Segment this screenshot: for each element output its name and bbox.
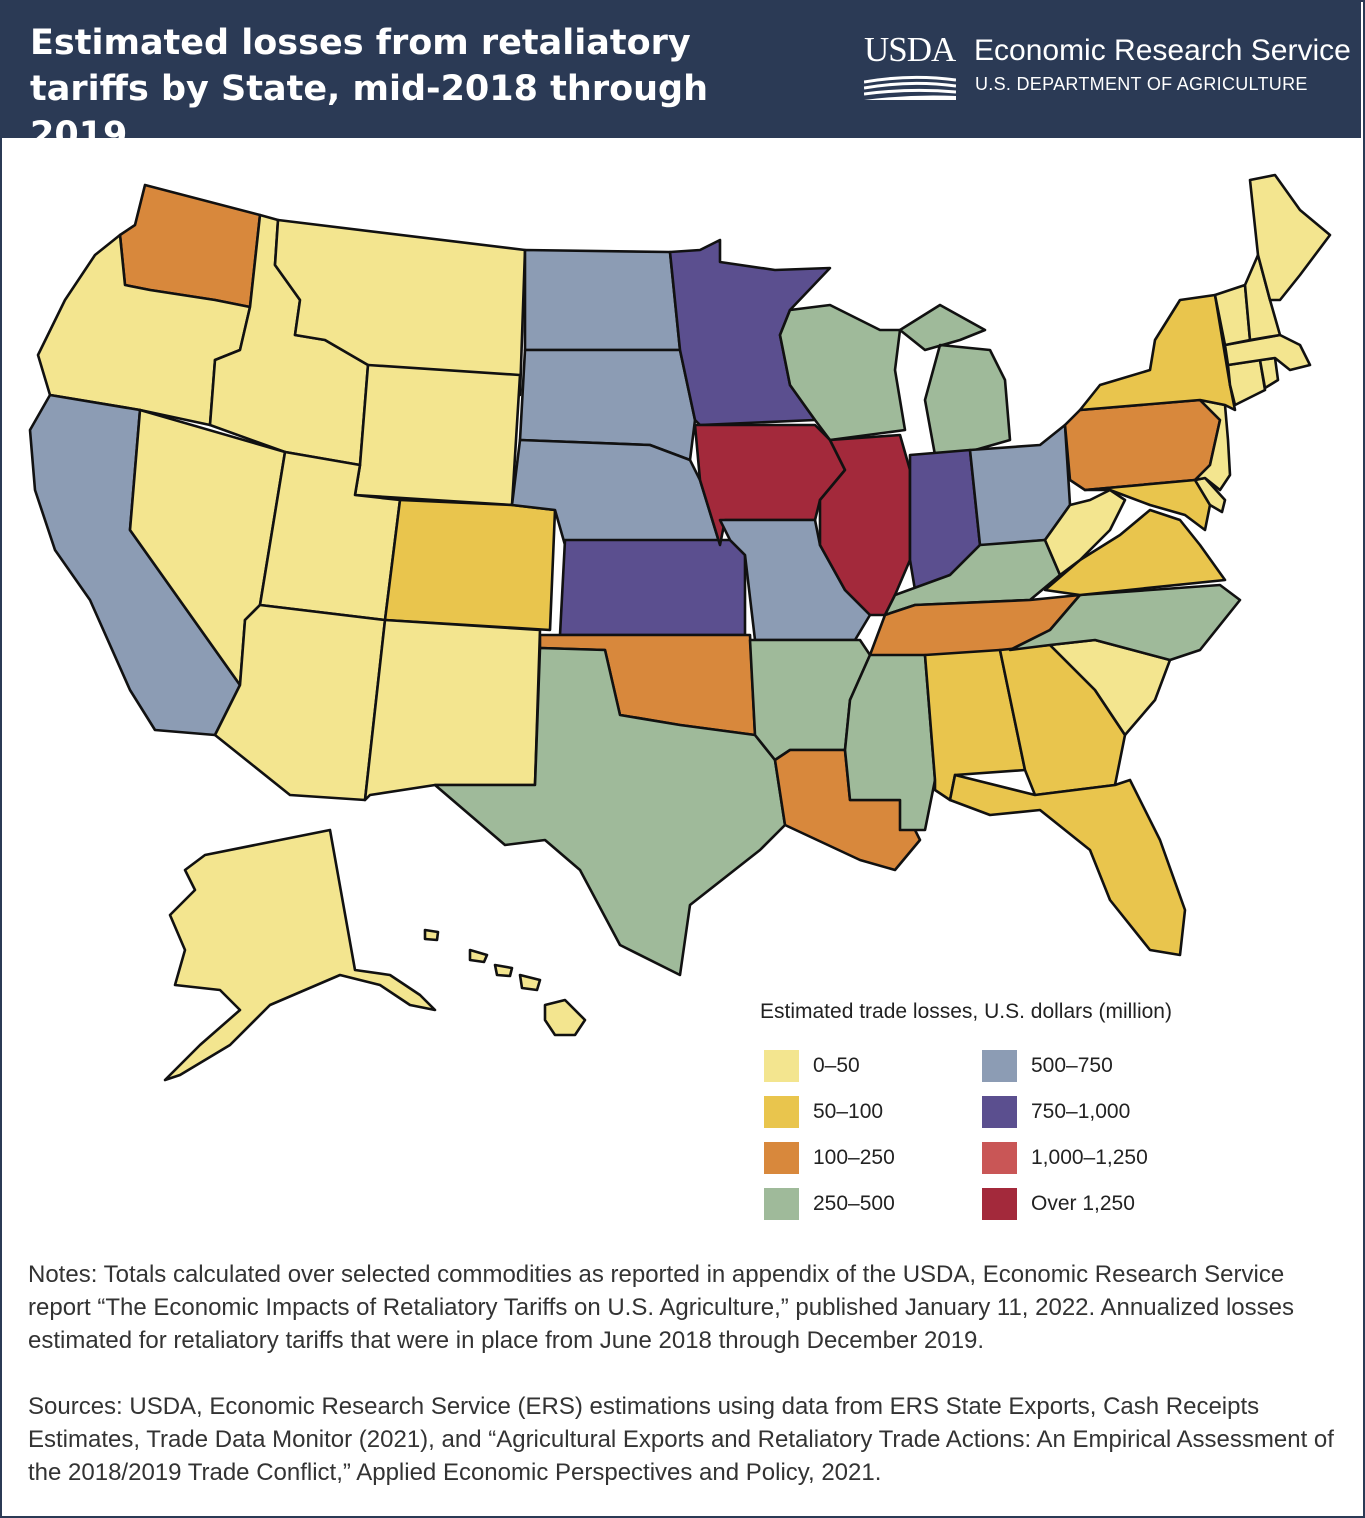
state-ks bbox=[558, 538, 747, 637]
legend-swatch bbox=[982, 1096, 1017, 1128]
agency-name: Economic Research Service bbox=[974, 34, 1351, 67]
legend-item-250-500: 250–500 bbox=[764, 1188, 895, 1220]
state-il bbox=[818, 433, 912, 617]
legend-title: Estimated trade losses, U.S. dollars (mi… bbox=[760, 1000, 1172, 1023]
legend-label: 50–100 bbox=[813, 1100, 884, 1123]
state-tx bbox=[433, 646, 787, 977]
state-va bbox=[1043, 508, 1227, 597]
legend-item-500-750: 500–750 bbox=[982, 1050, 1113, 1082]
state-ak bbox=[163, 828, 437, 1082]
state-nh bbox=[1243, 253, 1282, 342]
state-nm bbox=[363, 618, 542, 802]
legend-item-750-1000: 750–1,000 bbox=[982, 1096, 1130, 1128]
state-ny bbox=[1078, 293, 1237, 412]
state-hi bbox=[423, 928, 587, 1037]
legend-swatch bbox=[982, 1188, 1017, 1220]
legend-swatch bbox=[764, 1142, 799, 1174]
legend-swatch bbox=[764, 1096, 799, 1128]
legend-swatch bbox=[982, 1050, 1017, 1082]
state-mo bbox=[718, 518, 872, 642]
usda-wordmark: USDA bbox=[864, 30, 956, 69]
state-nj bbox=[1193, 398, 1232, 492]
legend-label: 100–250 bbox=[813, 1146, 895, 1169]
state-me bbox=[1248, 173, 1332, 302]
legend-label: 1,000–1,250 bbox=[1031, 1146, 1148, 1169]
legend-label: 250–500 bbox=[813, 1192, 895, 1215]
chart-title: Estimated losses from retaliatory tariff… bbox=[30, 23, 709, 155]
state-ma bbox=[1223, 333, 1312, 372]
state-ms bbox=[843, 653, 937, 832]
notes-text: Notes: Totals calculated over selected c… bbox=[28, 1261, 1294, 1354]
legend-swatch bbox=[764, 1188, 799, 1220]
legend-item-50-100: 50–100 bbox=[764, 1096, 883, 1128]
state-wv bbox=[1043, 488, 1127, 577]
state-mi bbox=[898, 303, 1012, 457]
department-name: U.S. DEPARTMENT OF AGRICULTURE bbox=[975, 74, 1308, 94]
header-bar: Estimated losses from retaliatory tariff… bbox=[0, 0, 1361, 155]
legend-swatch bbox=[764, 1050, 799, 1082]
legend-item-0-50: 0–50 bbox=[764, 1050, 860, 1082]
state-wi bbox=[778, 303, 907, 442]
state-mt bbox=[273, 218, 527, 397]
usda-logo-icon bbox=[864, 75, 956, 100]
sources-text: Sources: USDA, Economic Research Service… bbox=[28, 1393, 1334, 1486]
legend-label: 500–750 bbox=[1031, 1054, 1113, 1077]
us-map bbox=[28, 173, 1332, 1082]
state-ia bbox=[693, 423, 847, 547]
state-fl bbox=[948, 773, 1187, 957]
legend-label: Over 1,250 bbox=[1031, 1192, 1135, 1215]
legend-label: 0–50 bbox=[813, 1054, 860, 1077]
state-nd bbox=[523, 248, 682, 352]
legend-swatch bbox=[982, 1142, 1017, 1174]
legend-label: 750–1,000 bbox=[1031, 1100, 1131, 1123]
legend-item-100-250: 100–250 bbox=[764, 1142, 895, 1174]
legend-item-over-1250: Over 1,250 bbox=[982, 1188, 1135, 1220]
state-ct bbox=[1226, 358, 1267, 407]
legend-item-1000-1250: 1,000–1,250 bbox=[982, 1142, 1148, 1174]
state-nc bbox=[1008, 583, 1242, 662]
state-co bbox=[383, 498, 557, 632]
state-wy bbox=[353, 363, 522, 507]
